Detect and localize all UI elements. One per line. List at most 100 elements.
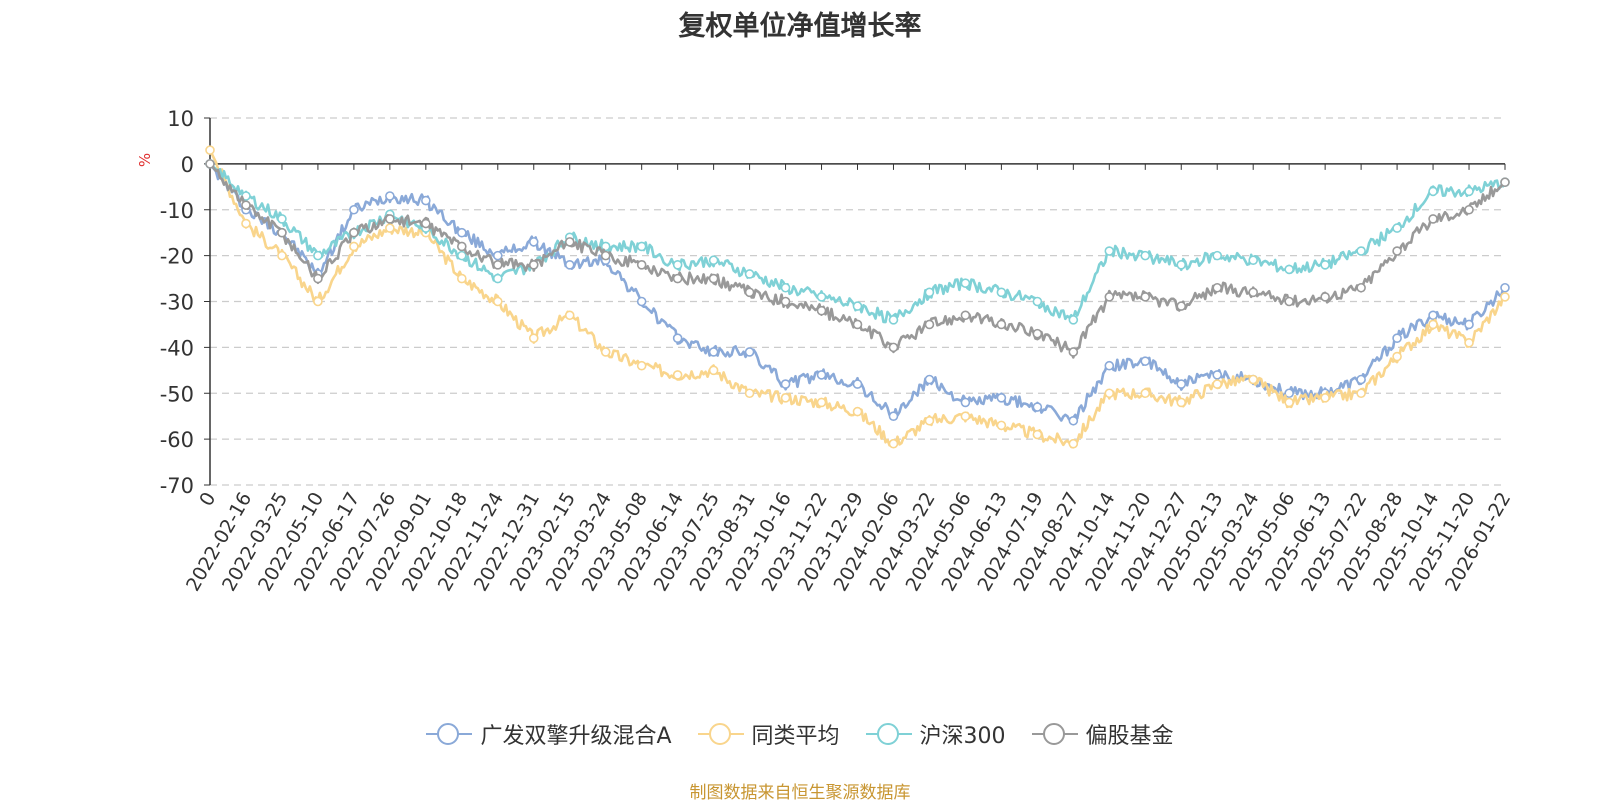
data-point xyxy=(1392,246,1402,256)
data-point xyxy=(385,223,395,233)
y-tick-label: -60 xyxy=(160,428,194,452)
data-point xyxy=(457,273,467,284)
data-point xyxy=(1176,397,1187,408)
data-point xyxy=(996,420,1007,431)
legend-label: 同类平均 xyxy=(751,724,840,749)
data-point xyxy=(385,191,395,201)
data-point xyxy=(492,259,503,270)
data-point xyxy=(528,333,539,344)
data-point xyxy=(744,287,755,298)
data-point xyxy=(1212,250,1223,261)
data-point xyxy=(1104,388,1115,399)
data-point xyxy=(1104,246,1115,256)
data-point xyxy=(636,241,647,252)
legend-item[interactable]: 广发双擎升级混合A xyxy=(426,718,672,750)
data-point xyxy=(1212,370,1223,380)
data-point xyxy=(1176,301,1187,311)
y-tick-label: 10 xyxy=(167,107,194,131)
data-point xyxy=(421,195,431,206)
data-point xyxy=(744,347,755,357)
data-point xyxy=(852,301,863,311)
data-point xyxy=(600,250,611,261)
y-tick-label: -10 xyxy=(160,199,194,223)
data-point xyxy=(924,287,935,298)
data-point xyxy=(672,370,683,380)
data-point xyxy=(996,393,1007,403)
legend-marker-icon xyxy=(697,722,744,746)
data-point xyxy=(780,282,791,293)
data-point xyxy=(1356,374,1366,385)
y-tick-label: 0 xyxy=(181,153,194,177)
data-point xyxy=(1284,388,1294,399)
data-point xyxy=(1464,337,1474,348)
data-point xyxy=(780,296,791,307)
data-point xyxy=(349,227,359,238)
data-point xyxy=(1212,379,1223,389)
data-point xyxy=(313,250,323,261)
data-point xyxy=(816,292,827,302)
data-point xyxy=(385,214,395,224)
data-point xyxy=(528,237,539,247)
data-point xyxy=(457,241,467,252)
data-point xyxy=(1176,259,1187,270)
data-point xyxy=(852,406,863,417)
y-tick-label: -40 xyxy=(160,336,194,360)
y-axis-label: % xyxy=(136,153,154,167)
data-point xyxy=(1248,374,1258,385)
data-point xyxy=(241,218,251,229)
data-point xyxy=(996,287,1007,298)
data-point xyxy=(672,273,683,284)
data-point xyxy=(1032,328,1043,339)
data-point xyxy=(1464,186,1474,197)
data-point xyxy=(1320,259,1330,270)
data-point xyxy=(564,237,575,247)
data-point xyxy=(924,319,935,330)
data-point xyxy=(672,259,683,270)
data-point xyxy=(636,259,647,270)
data-point xyxy=(277,214,287,224)
data-point xyxy=(1500,292,1510,302)
y-tick-label: -70 xyxy=(160,474,194,498)
data-point xyxy=(1284,397,1294,408)
data-point xyxy=(1500,177,1510,188)
data-point xyxy=(744,269,755,279)
data-point xyxy=(313,273,323,284)
data-point xyxy=(1068,438,1079,449)
legend-label: 沪深300 xyxy=(919,724,1006,749)
series-lines xyxy=(205,145,1510,449)
chart-title: 复权单位净值增长率 xyxy=(678,11,922,42)
data-point xyxy=(960,397,971,408)
legend-item[interactable]: 偏股基金 xyxy=(1031,718,1174,750)
data-point xyxy=(1428,214,1438,224)
data-point xyxy=(1068,415,1079,426)
data-point xyxy=(816,370,827,380)
data-point xyxy=(1356,282,1366,293)
legend-item[interactable]: 同类平均 xyxy=(697,718,840,750)
data-point xyxy=(1248,287,1258,298)
data-point xyxy=(780,379,791,389)
data-point xyxy=(1248,255,1258,266)
data-point xyxy=(852,379,863,389)
data-point xyxy=(1176,379,1187,389)
data-point xyxy=(1464,204,1474,215)
data-point xyxy=(492,273,503,284)
data-point xyxy=(636,296,647,307)
data-point xyxy=(1140,250,1151,261)
y-tick-label: -20 xyxy=(160,245,194,269)
legend-item[interactable]: 沪深300 xyxy=(865,718,1006,750)
data-point xyxy=(1320,393,1330,403)
data-point xyxy=(528,259,539,270)
axes: 100-10-20-30-40-50-60-7002022-02-162022-… xyxy=(160,107,1516,595)
legend: 广发双擎升级混合A 同类平均 沪深300 偏股基金 xyxy=(0,718,1600,750)
y-tick-label: -50 xyxy=(160,382,194,406)
data-point xyxy=(1068,347,1079,357)
data-point xyxy=(1212,282,1223,293)
data-point xyxy=(1032,429,1043,440)
legend-marker-icon xyxy=(865,722,912,746)
data-point xyxy=(457,227,467,238)
data-point xyxy=(924,374,935,385)
data-point xyxy=(600,347,611,357)
data-point xyxy=(888,438,899,449)
data-point xyxy=(1428,310,1438,321)
